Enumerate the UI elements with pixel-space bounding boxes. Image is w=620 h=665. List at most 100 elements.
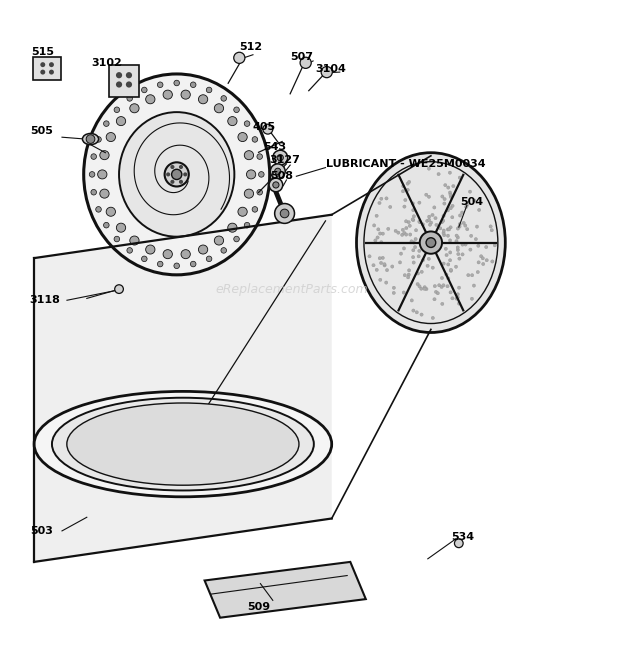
- Circle shape: [425, 193, 428, 196]
- Circle shape: [427, 195, 431, 198]
- Circle shape: [252, 207, 258, 212]
- Circle shape: [127, 96, 133, 101]
- Circle shape: [379, 261, 383, 265]
- Circle shape: [469, 248, 472, 251]
- Circle shape: [399, 261, 402, 264]
- Text: 3118: 3118: [30, 295, 61, 305]
- Ellipse shape: [163, 249, 172, 259]
- Circle shape: [490, 260, 494, 263]
- Ellipse shape: [146, 94, 155, 104]
- Circle shape: [404, 198, 407, 201]
- Circle shape: [426, 238, 436, 247]
- Circle shape: [458, 225, 461, 228]
- Ellipse shape: [356, 153, 505, 332]
- Text: LUBRICANT - WE25M0034: LUBRICANT - WE25M0034: [326, 159, 485, 169]
- Circle shape: [417, 255, 420, 258]
- Circle shape: [104, 121, 109, 126]
- Circle shape: [277, 154, 283, 161]
- Circle shape: [95, 207, 101, 212]
- Circle shape: [127, 247, 133, 253]
- Circle shape: [464, 243, 467, 246]
- Circle shape: [378, 232, 382, 235]
- Circle shape: [431, 213, 434, 217]
- Circle shape: [221, 247, 226, 253]
- Ellipse shape: [117, 116, 126, 126]
- Circle shape: [392, 291, 396, 295]
- FancyBboxPatch shape: [33, 57, 61, 80]
- Circle shape: [379, 197, 383, 200]
- Circle shape: [461, 253, 464, 256]
- Ellipse shape: [100, 189, 109, 198]
- Circle shape: [234, 236, 239, 242]
- Circle shape: [456, 293, 459, 296]
- Circle shape: [433, 206, 436, 209]
- Circle shape: [412, 215, 415, 218]
- Circle shape: [141, 87, 147, 92]
- Circle shape: [402, 291, 405, 294]
- Circle shape: [440, 221, 443, 224]
- Circle shape: [442, 214, 445, 217]
- Ellipse shape: [244, 151, 254, 160]
- Ellipse shape: [238, 207, 247, 216]
- Text: eReplacementParts.com: eReplacementParts.com: [215, 283, 368, 296]
- Ellipse shape: [198, 245, 208, 254]
- Circle shape: [403, 273, 407, 277]
- Circle shape: [422, 259, 425, 261]
- Circle shape: [472, 284, 476, 287]
- Circle shape: [450, 269, 453, 273]
- Circle shape: [407, 269, 410, 272]
- Circle shape: [461, 243, 464, 246]
- Circle shape: [430, 221, 433, 224]
- Circle shape: [399, 252, 402, 255]
- Ellipse shape: [52, 398, 314, 491]
- Circle shape: [412, 309, 415, 312]
- Ellipse shape: [146, 245, 155, 254]
- Circle shape: [412, 261, 415, 264]
- Text: 508: 508: [270, 172, 293, 182]
- Circle shape: [446, 263, 450, 266]
- Ellipse shape: [84, 74, 270, 275]
- Circle shape: [273, 182, 279, 188]
- Ellipse shape: [67, 403, 299, 485]
- Circle shape: [443, 233, 446, 237]
- Circle shape: [375, 214, 378, 217]
- Circle shape: [40, 63, 45, 67]
- Circle shape: [476, 225, 479, 228]
- Circle shape: [403, 205, 406, 208]
- Circle shape: [456, 227, 459, 230]
- Circle shape: [407, 221, 410, 224]
- Circle shape: [456, 248, 459, 251]
- Text: 543: 543: [264, 142, 286, 152]
- Ellipse shape: [228, 116, 237, 126]
- Polygon shape: [34, 215, 332, 562]
- Circle shape: [448, 227, 451, 231]
- Ellipse shape: [34, 392, 332, 497]
- Circle shape: [451, 215, 454, 219]
- Circle shape: [456, 296, 459, 299]
- Circle shape: [455, 297, 458, 300]
- Circle shape: [321, 66, 332, 78]
- Circle shape: [104, 222, 109, 228]
- Circle shape: [389, 205, 392, 209]
- Circle shape: [466, 227, 469, 231]
- Circle shape: [458, 176, 461, 180]
- Circle shape: [392, 286, 396, 289]
- Circle shape: [427, 257, 430, 261]
- Circle shape: [446, 186, 450, 189]
- Circle shape: [206, 87, 212, 92]
- Circle shape: [458, 223, 461, 225]
- Text: 504: 504: [460, 198, 483, 207]
- Circle shape: [252, 136, 258, 142]
- Circle shape: [479, 255, 483, 258]
- Circle shape: [437, 172, 440, 176]
- Circle shape: [418, 220, 421, 223]
- Circle shape: [450, 268, 453, 271]
- Circle shape: [381, 256, 384, 259]
- Circle shape: [408, 224, 412, 227]
- Circle shape: [440, 285, 443, 289]
- Circle shape: [485, 245, 488, 249]
- Circle shape: [275, 168, 281, 174]
- Circle shape: [174, 263, 180, 269]
- Circle shape: [412, 241, 415, 244]
- Text: 3104: 3104: [315, 64, 346, 74]
